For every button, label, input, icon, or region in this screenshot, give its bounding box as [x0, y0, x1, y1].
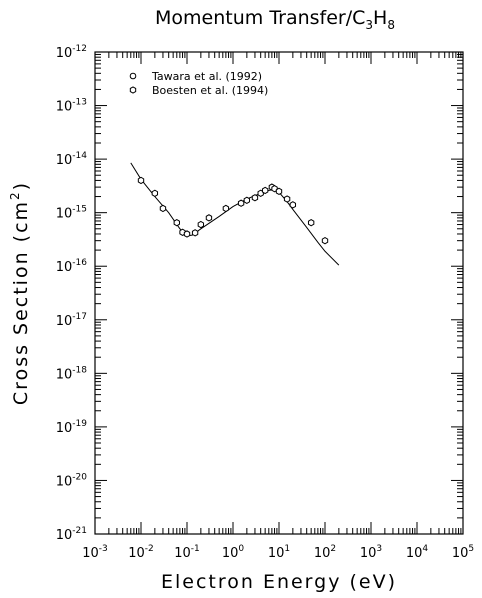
y-axis-label: Cross Section (cm2)	[8, 181, 32, 405]
x-tick-label: 100	[222, 544, 245, 561]
title-sub-1: 3	[365, 18, 373, 32]
x-tick-exponent: -3	[99, 544, 108, 554]
y-tick-base: 10	[56, 421, 73, 436]
x-tick-base: 10	[360, 546, 377, 561]
data-point-1	[183, 230, 191, 238]
x-tick-base: 10	[82, 546, 99, 561]
data-point-1	[275, 187, 283, 196]
y-tick-label: 10-18	[56, 365, 88, 382]
series-line-0	[130, 162, 340, 266]
x-tick-exponent: -2	[145, 544, 154, 554]
title-mid: H	[373, 7, 387, 29]
y-axis-label-sup: 2	[8, 190, 22, 200]
data-point-1	[283, 195, 291, 203]
x-tick-exponent: 4	[422, 544, 428, 554]
chart-title: Momentum Transfer/C3H8	[155, 7, 395, 32]
y-tick-exponent: -14	[72, 151, 87, 161]
x-tick-base: 10	[268, 546, 285, 561]
legend-label-0: Tawara et al. (1992)	[151, 70, 262, 83]
data-point-1	[307, 219, 315, 227]
y-axis-label-end: )	[10, 181, 32, 190]
data-point-1	[173, 219, 180, 227]
y-tick-label: 10-20	[56, 472, 88, 489]
y-tick-base: 10	[56, 367, 73, 382]
y-tick-base: 10	[56, 46, 73, 61]
y-tick-exponent: -18	[72, 365, 87, 375]
y-tick-label: 10-16	[56, 258, 88, 275]
x-tick-base: 10	[128, 546, 145, 561]
axis-ticks: 10-3 10-2 10-1 100 101 102 103 104 10510-2110-20…	[56, 44, 474, 561]
data-point-1	[237, 199, 245, 207]
y-tick-base: 10	[56, 207, 73, 222]
x-tick-label: 104	[406, 544, 429, 561]
data-point-1	[197, 220, 205, 229]
y-tick-exponent: -12	[72, 44, 87, 54]
x-tick-label: 103	[360, 544, 382, 561]
x-tick-label: 10-2	[128, 544, 154, 561]
plot-frame	[94, 51, 464, 535]
x-tick-exponent: 2	[330, 544, 336, 554]
x-tick-exponent: -1	[191, 544, 200, 554]
y-tick-label: 10-21	[56, 526, 87, 543]
y-tick-exponent: -19	[72, 419, 87, 429]
y-tick-exponent: -15	[72, 205, 87, 215]
y-tick-base: 10	[56, 153, 73, 168]
y-tick-base: 10	[56, 100, 73, 115]
x-tick-base: 10	[406, 546, 423, 561]
y-tick-exponent: -13	[72, 98, 87, 108]
x-tick-base: 10	[452, 546, 469, 561]
series-markers	[137, 176, 329, 245]
x-tick-label: 105	[452, 544, 474, 561]
data-point-1	[243, 196, 251, 204]
data-point-1	[205, 214, 213, 222]
series-lines	[130, 162, 340, 266]
x-tick-label: 102	[314, 544, 336, 561]
y-tick-exponent: -21	[72, 526, 87, 536]
x-tick-exponent: 0	[238, 544, 244, 554]
x-tick-label: 10-1	[174, 544, 200, 561]
y-tick-label: 10-13	[56, 98, 87, 115]
legend-label-1: Boesten et al. (1994)	[152, 84, 268, 97]
y-tick-exponent: -16	[72, 258, 87, 268]
x-tick-exponent: 5	[468, 544, 474, 554]
y-axis-label-main: Cross Section (cm	[10, 200, 32, 405]
x-tick-label: 101	[268, 544, 290, 561]
title-main: Momentum Transfer/C	[155, 7, 365, 29]
data-point-1	[321, 236, 329, 245]
y-tick-base: 10	[56, 528, 73, 543]
y-tick-label: 10-19	[56, 419, 88, 436]
x-axis-label: Electron Energy (eV)	[161, 571, 397, 593]
y-tick-label: 10-12	[56, 44, 87, 61]
y-tick-label: 10-15	[56, 205, 87, 222]
y-tick-exponent: -17	[72, 312, 87, 322]
y-tick-label: 10-17	[56, 312, 87, 329]
data-point-1	[251, 194, 259, 202]
y-tick-base: 10	[56, 474, 73, 489]
x-tick-base: 10	[222, 546, 239, 561]
data-point-1	[261, 186, 269, 195]
title-sub-2: 8	[387, 18, 395, 32]
x-tick-exponent: 1	[284, 544, 290, 554]
y-tick-exponent: -20	[72, 472, 87, 482]
x-tick-base: 10	[174, 546, 191, 561]
data-point-1	[222, 204, 230, 213]
x-tick-label: 10-3	[82, 544, 108, 561]
legend-marker-0	[129, 72, 137, 80]
y-tick-base: 10	[56, 260, 73, 275]
data-point-1	[159, 204, 167, 213]
y-tick-label: 10-14	[56, 151, 88, 168]
data-point-1	[289, 201, 297, 209]
data-point-1	[191, 229, 199, 237]
x-tick-exponent: 3	[376, 544, 382, 554]
x-tick-base: 10	[314, 546, 331, 561]
legend-marker-1	[129, 86, 137, 94]
data-point-1	[151, 189, 159, 197]
y-tick-base: 10	[56, 314, 73, 329]
legend: Tawara et al. (1992)Boesten et al. (1994…	[129, 70, 268, 97]
data-point-1	[137, 176, 145, 185]
